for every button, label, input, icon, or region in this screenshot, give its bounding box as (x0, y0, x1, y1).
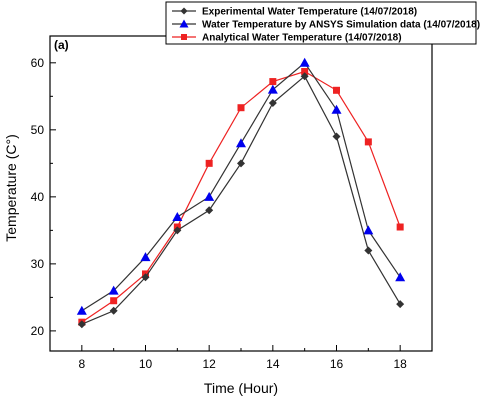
data-point-series-1 (300, 72, 309, 81)
legend: Experimental Water Temperature (14/07/20… (165, 1, 480, 45)
data-point-series-3 (364, 138, 372, 146)
x-tick-label: 10 (139, 357, 153, 371)
x-tick-label: 8 (78, 357, 85, 371)
panel-label: (a) (54, 38, 69, 52)
data-point-series-3 (396, 223, 404, 231)
data-point-series-2 (299, 57, 310, 67)
data-point-series-2 (108, 285, 119, 295)
data-point-series-1 (268, 99, 277, 108)
legend-box (165, 1, 477, 45)
x-axis-title: Time (Hour) (204, 380, 278, 396)
legend-label: Water Temperature by ANSYS Simulation da… (202, 20, 480, 31)
data-point-series-1 (141, 273, 150, 282)
series-layer (76, 57, 406, 329)
data-point-series-3 (205, 159, 213, 167)
legend-label: Experimental Water Temperature (14/07/20… (202, 7, 417, 18)
y-tick-label: 20 (31, 324, 45, 338)
data-point-series-3 (333, 86, 340, 94)
data-point-series-2 (267, 84, 278, 94)
data-point-series-2 (363, 225, 374, 235)
legend-marker (180, 7, 188, 15)
data-point-series-1 (364, 246, 373, 255)
y-tick-label: 30 (31, 257, 45, 271)
data-point-series-3 (110, 297, 118, 305)
data-point-series-2 (204, 191, 215, 201)
data-point-series-2 (76, 305, 87, 315)
data-point-series-2 (331, 104, 342, 114)
axes-layer: 8 10 12 14 16 18 20 30 40 50 60 (31, 56, 408, 371)
legend-marker (181, 34, 187, 40)
y-tick-label: 40 (31, 190, 45, 204)
data-point-series-1 (237, 159, 245, 168)
data-point-series-1 (205, 206, 214, 215)
x-tick-label: 12 (202, 357, 216, 371)
y-axis-title: Temperature (C°) (3, 134, 19, 242)
legend-marker (179, 19, 189, 28)
x-tick-label: 16 (330, 357, 344, 371)
y-tick-label: 60 (31, 56, 45, 70)
data-point-series-3 (237, 104, 245, 112)
data-point-series-3 (269, 78, 277, 86)
data-point-series-2 (395, 272, 406, 282)
plot-area (49, 35, 433, 352)
data-point-series-1 (173, 226, 182, 235)
x-tick-label: 18 (393, 357, 407, 371)
legend-label: Analytical Water Temperature (14/07/2018… (202, 33, 402, 44)
x-tick-label: 14 (266, 357, 280, 371)
data-point-series-2 (140, 252, 151, 262)
data-point-series-1 (396, 300, 405, 309)
y-tick-label: 50 (31, 123, 45, 137)
data-point-series-1 (77, 320, 86, 329)
plot-border (49, 35, 433, 352)
data-point-series-1 (109, 306, 118, 315)
data-point-series-2 (172, 211, 183, 221)
series-line-2 (81, 61, 401, 312)
data-point-series-2 (236, 138, 246, 148)
data-point-series-3 (301, 68, 309, 76)
data-point-series-1 (332, 132, 341, 141)
